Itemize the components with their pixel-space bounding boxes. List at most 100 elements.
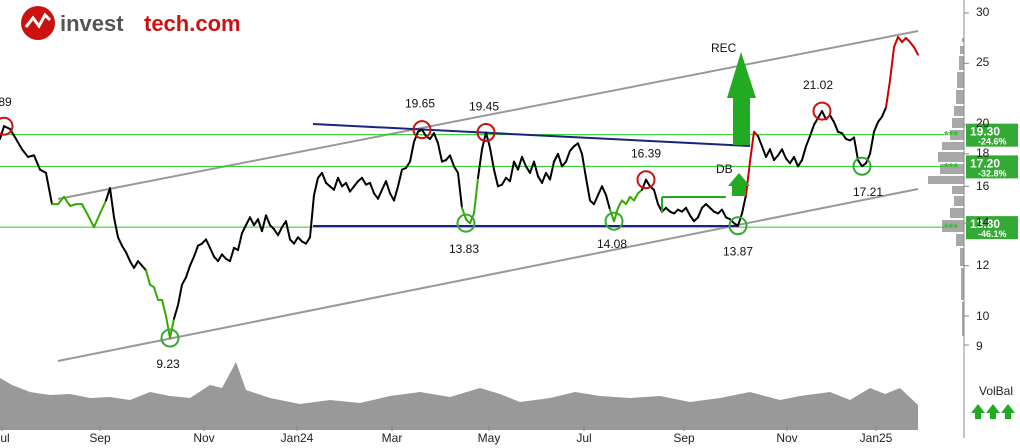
price-segment [309,194,315,239]
price-segment [781,148,787,160]
volume-profile-bar [952,118,964,128]
price-segment [737,212,743,227]
price-segment [473,176,479,215]
x-tick-label: Sep [673,431,695,445]
price-segment [265,214,271,227]
price-segment [39,168,47,174]
price-segment [593,194,599,206]
price-segment [165,314,171,340]
price-segment [809,123,815,138]
bottom-marker [852,156,872,176]
price-segment [853,136,859,162]
channel-upper-line [57,30,919,200]
price-segment [121,244,127,254]
price-label: 9.23 [156,357,180,371]
price-segment [561,160,567,168]
price-segment [177,283,183,307]
price-segment [553,152,559,163]
price-segment [249,216,255,227]
volume-profile-bar [950,130,964,140]
volume-profile-bar [940,164,964,174]
price-segment [617,199,623,209]
price-segment [145,269,151,286]
rec-arrow-icon [727,52,756,145]
price-segment [653,188,659,206]
x-tick-label: Jul [0,431,10,445]
volume-profile-bar [962,38,964,42]
price-segment [205,238,211,249]
price-segment [549,160,555,181]
db-arrow-icon [728,173,750,196]
price-segment [393,185,399,202]
price-segment [841,132,847,140]
volume-profile-bar [956,234,964,246]
x-axis-ticks: Jul Sep Nov Jan24 Mar May Jul Sep Nov Jan25 [0,426,893,445]
price-segment [63,195,71,207]
volume-profile-bar [954,196,964,206]
price-segment [337,176,343,188]
price-segment [57,195,65,206]
y-tick-label: 30 [976,5,990,19]
logo-chart-icon [24,12,52,29]
y-tick-label: 9 [976,339,983,353]
price-segment [521,155,527,168]
price-segment [345,181,351,193]
price-segment [113,216,119,239]
price-segment [137,260,143,267]
volume-profile-bar [938,152,964,162]
price-segment [21,148,29,158]
top-marker [476,122,496,142]
volume-profile-bar [942,220,964,232]
price-segment [829,114,835,124]
price-segment [909,41,915,49]
level-price: 19.30 [970,125,1000,139]
price-segment [361,176,367,186]
price-series [0,35,919,340]
price-segment [897,35,903,44]
level-badge [966,123,1018,147]
top-marker [812,101,832,121]
price-segment [305,236,311,245]
price-segment [789,155,795,165]
top-marker [412,120,432,140]
bottom-marker [456,213,476,233]
price-segment [45,171,53,206]
price-segment [501,176,507,186]
level-badge [966,216,1018,240]
price-segment [169,317,175,340]
price-segment [153,286,159,301]
x-tick-label: Sep [89,431,111,445]
price-segment [449,154,455,168]
price-segment [321,171,327,184]
volbal-up-arrow-icon [971,404,985,419]
price-segment [93,212,101,229]
price-segment [457,171,463,209]
price-segment [33,154,41,171]
volume-profile-bar [959,56,964,70]
price-label: 19.65 [405,97,435,111]
brand-suffix: tech.com [144,11,241,36]
rec-signal-label: REC [711,41,737,55]
price-segment [609,208,615,223]
price-segment [777,148,783,157]
price-segment [541,171,547,184]
price-segment [229,246,235,263]
price-segment [453,165,459,174]
brand-logo[interactable]: invest tech.com [21,6,241,40]
price-segment [353,180,359,188]
volume-profile-bar [957,72,964,88]
price-segment [133,260,139,269]
price-segment [797,159,803,168]
y-axis-ticks: 9 10 12 14 16 18 20 25 30 [964,5,990,353]
x-tick-label: Jan24 [281,431,314,445]
price-segment [533,160,539,178]
price-segment [461,206,467,221]
volbal-label: VolBal [979,384,1013,398]
price-segment [161,298,167,317]
x-tick-label: Jan25 [860,431,893,445]
price-segment [645,178,651,188]
price-segment [517,155,523,171]
price-segment [141,264,147,272]
price-segment [685,206,691,217]
